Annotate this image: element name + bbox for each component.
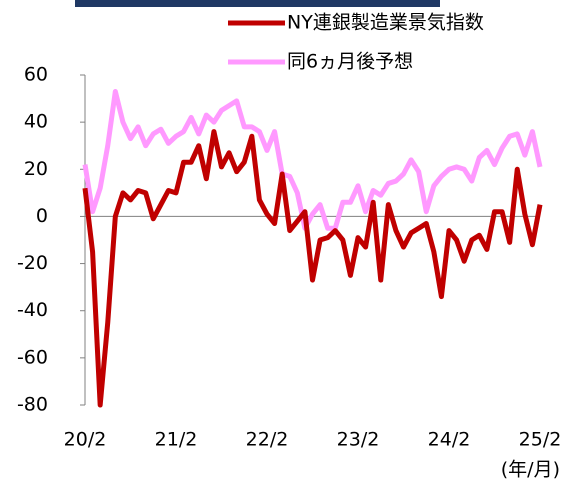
y-tick-label: 20 — [24, 158, 48, 180]
x-tick-label: 24/2 — [428, 429, 471, 451]
y-tick-label: 0 — [36, 205, 48, 227]
legend-label: 同6ヵ月後予想 — [287, 51, 413, 73]
series-line — [82, 129, 543, 408]
x-tick-label: 22/2 — [246, 429, 289, 451]
y-tick-label: -40 — [17, 299, 48, 321]
x-tick-label: 20/2 — [64, 429, 107, 451]
legend-label: NY連銀製造業景気指数 — [287, 12, 484, 34]
series-line — [82, 89, 543, 231]
y-tick-label: -60 — [17, 346, 48, 368]
header-bar — [75, 0, 440, 7]
y-tick-label: 60 — [24, 64, 48, 86]
y-tick-label: -20 — [17, 252, 48, 274]
x-tick-label: 23/2 — [337, 429, 380, 451]
x-tick-label: 21/2 — [155, 429, 198, 451]
y-tick-label: 40 — [24, 111, 48, 133]
y-tick-label: -80 — [17, 394, 48, 416]
x-axis-label: (年/月) — [501, 459, 560, 481]
x-tick-label: 25/2 — [519, 429, 562, 451]
